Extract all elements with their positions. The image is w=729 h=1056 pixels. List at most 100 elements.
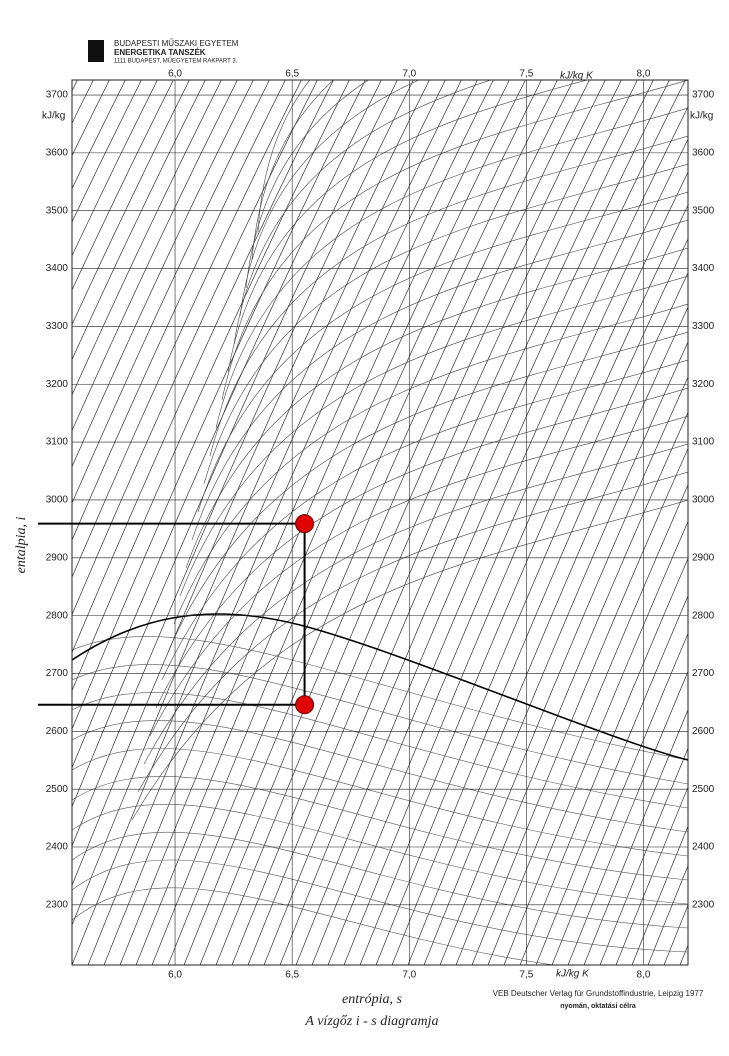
- y-tick-label: 2500: [692, 784, 715, 795]
- quality-line: [72, 776, 688, 881]
- isobar-line: [199, 80, 590, 965]
- y-tick-label: 2400: [46, 842, 69, 853]
- x-tick-label: 6,5: [285, 69, 299, 80]
- isobar-line: [519, 557, 688, 965]
- isobar-line: [279, 80, 670, 965]
- isobar-line: [696, 20, 729, 965]
- quality-line: [72, 748, 688, 857]
- y-tick-label: 2700: [692, 668, 715, 679]
- isotherm-line: [257, 80, 311, 233]
- y-tick-label: 3600: [692, 148, 715, 159]
- x-unit: kJ/kg K: [560, 71, 594, 82]
- plot-frame: [71, 79, 689, 966]
- isobar-line: [0, 20, 92, 965]
- isobar-line: [679, 944, 688, 965]
- isobar-line: [72, 80, 270, 505]
- y-tick-label: 3100: [692, 437, 715, 448]
- x-tick-label: 6,0: [168, 970, 182, 981]
- isobar-line: [72, 80, 174, 291]
- isobar-line: [375, 237, 688, 965]
- isobar-line: [615, 786, 688, 965]
- isobar-line: [72, 80, 350, 692]
- isobar-line: [72, 80, 254, 468]
- isobar-line: [567, 670, 688, 965]
- x-tick-label: 7,0: [402, 69, 416, 80]
- y-tick-label: 3300: [46, 321, 69, 332]
- quality-line: [72, 831, 688, 929]
- isobar-line: [72, 80, 94, 124]
- state-point: [295, 514, 315, 534]
- isotherm-line: [215, 107, 688, 429]
- note: nyomán, oktatási célra: [560, 1003, 636, 1010]
- isobar-line: [72, 80, 206, 361]
- quality-line: [72, 664, 688, 785]
- isobar-line: [535, 594, 688, 965]
- isobar-line: [551, 632, 688, 965]
- isotherm-line: [239, 80, 420, 317]
- y-unit: kJ/kg: [690, 111, 713, 122]
- isobar-line: [72, 80, 238, 432]
- isobar-line: [72, 80, 78, 92]
- isotherm-line: [251, 80, 334, 261]
- y-tick-label: 3500: [692, 205, 715, 216]
- y-tick-label: 3200: [46, 379, 69, 390]
- y-tick-label: 2700: [46, 668, 69, 679]
- isobar-line: [247, 80, 638, 965]
- isotherm-line: [131, 499, 688, 821]
- isobar-line: [487, 483, 688, 965]
- logo: [88, 40, 104, 62]
- quality-line: [72, 720, 688, 833]
- isotherm-line: [149, 415, 688, 737]
- y-tick-label: 3700: [692, 90, 715, 101]
- isobar-line: [72, 80, 142, 223]
- isobar-line: [407, 306, 688, 965]
- quality-line: [72, 804, 688, 905]
- isobar-line: [0, 20, 76, 965]
- isobar-line: [151, 80, 542, 965]
- y-tick-label: 3100: [46, 437, 69, 448]
- header-line: 1111 BUDAPEST, MŰEGYETEM RAKPART 3.: [114, 58, 238, 65]
- isobar-line: [327, 138, 688, 965]
- y-tick-label: 2800: [692, 610, 715, 621]
- chart-title: A vízgőz i - s diagramja: [304, 1014, 438, 1029]
- y-tick-label: 2800: [46, 610, 69, 621]
- isobar-line: [359, 204, 688, 965]
- isobar-line: [343, 171, 688, 965]
- isobar-line: [119, 80, 510, 965]
- isobar-line: [503, 520, 688, 965]
- isotherm-line: [185, 247, 688, 569]
- isobar-line: [72, 80, 430, 887]
- x-tick-label: 7,0: [402, 970, 416, 981]
- isobar-line: [72, 80, 286, 541]
- isobar-line: [72, 80, 222, 396]
- isobar-line: [295, 80, 686, 965]
- isobar-line: [72, 80, 110, 157]
- isotherm-line: [197, 191, 688, 513]
- isobar-line: [311, 106, 688, 965]
- isobar-line: [87, 80, 478, 965]
- isobar-line: [72, 80, 446, 927]
- isotherm-line: [233, 80, 492, 345]
- isobar-line: [391, 271, 688, 965]
- isobar-line: [72, 80, 318, 616]
- isobar-line: [72, 80, 302, 578]
- isobar-line: [423, 341, 688, 965]
- y-tick-label: 2600: [692, 726, 715, 737]
- isobar-line: [439, 376, 688, 965]
- x-unit: kJ/kg K: [556, 969, 590, 980]
- quality-line: [72, 692, 688, 809]
- y-tick-label: 2600: [46, 726, 69, 737]
- isobar-line: [583, 708, 688, 965]
- y-tick-label: 3400: [46, 263, 69, 274]
- y-tick-label: 2300: [46, 899, 69, 910]
- isobar-line: [631, 825, 688, 965]
- y-tick-label: 3000: [692, 495, 715, 506]
- y-tick-label: 2900: [692, 552, 715, 563]
- x-tick-label: 6,0: [168, 69, 182, 80]
- y-tick-label: 3700: [46, 90, 69, 101]
- y-tick-label: 3400: [692, 263, 715, 274]
- isobar-line: [231, 80, 622, 965]
- y-tick-label: 2900: [46, 552, 69, 563]
- isotherm-line: [179, 275, 688, 597]
